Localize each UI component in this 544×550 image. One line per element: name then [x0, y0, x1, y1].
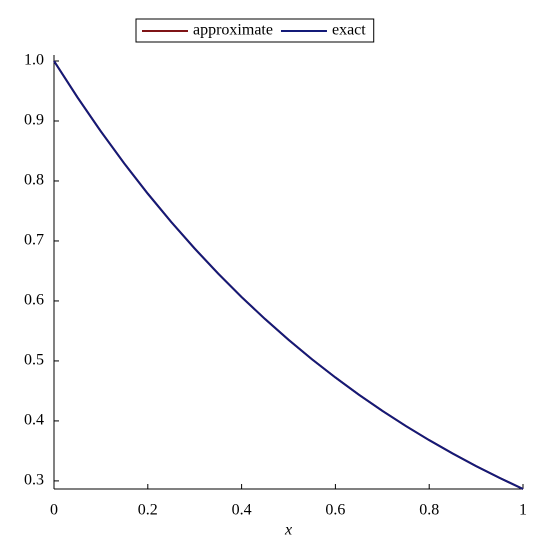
x-tick-label: 0.4 — [232, 502, 252, 519]
x-tick-label: 0.6 — [325, 502, 345, 519]
legend-box — [135, 18, 375, 43]
line-series — [53, 60, 524, 490]
y-tick-label: 0.6 — [24, 292, 44, 309]
y-tick-label: 0.8 — [24, 172, 44, 189]
y-tick-label: 0.9 — [24, 112, 44, 129]
line-series — [53, 60, 524, 490]
legend-label: approximate — [193, 22, 273, 39]
y-tick-label: 0.4 — [24, 412, 44, 429]
x-tick-label: 0.2 — [138, 502, 158, 519]
y-tick-label: 0.7 — [24, 232, 44, 249]
x-axis-label: x — [284, 522, 292, 539]
y-tick-label: 0.3 — [24, 472, 44, 489]
x-tick-label: 0.8 — [419, 502, 439, 519]
x-tick-label: 0 — [50, 502, 58, 519]
y-tick-label: 0.5 — [24, 352, 44, 369]
x-tick-label: 1 — [519, 502, 527, 519]
y-tick-label: 1.0 — [24, 52, 44, 69]
legend-label: exact — [332, 22, 366, 39]
